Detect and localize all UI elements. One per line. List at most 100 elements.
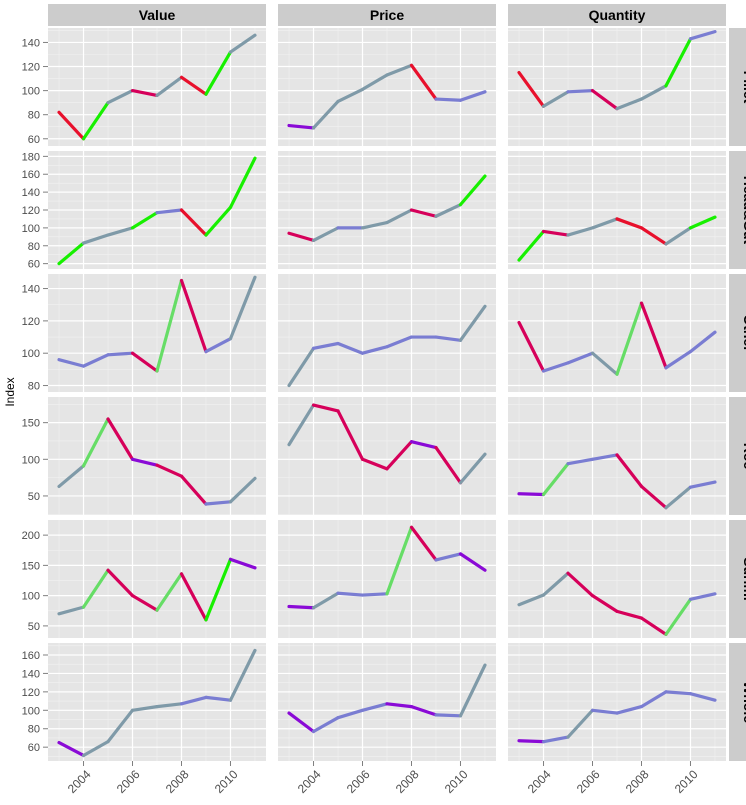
series-segment <box>228 33 257 54</box>
series-segment <box>385 440 414 471</box>
series-segment <box>639 84 668 101</box>
series-segment <box>590 351 619 376</box>
series-segment <box>106 226 135 237</box>
series-segment <box>287 123 316 130</box>
y-tick-label: 100 <box>22 86 40 98</box>
series-segment <box>615 217 644 230</box>
series-segment <box>639 301 668 370</box>
series-segment <box>81 568 110 609</box>
series-segment <box>566 226 595 237</box>
series-segment <box>434 552 463 562</box>
series-segment <box>57 464 86 489</box>
y-tick-label: 80 <box>28 241 40 253</box>
series-segment <box>517 320 546 373</box>
series-segment <box>179 208 208 237</box>
series-segment <box>179 695 208 706</box>
row-strip-fillet <box>729 28 746 146</box>
series-segment <box>81 740 110 758</box>
series-segment <box>336 87 365 104</box>
panel-roe-value <box>48 397 266 515</box>
series-segment <box>615 705 644 715</box>
series-segment <box>664 37 693 88</box>
series-segment <box>81 353 110 368</box>
series-segment <box>434 97 463 102</box>
series-segment <box>130 211 159 230</box>
panel-head-gut-value <box>48 151 266 269</box>
panel-whole-quantity <box>508 643 726 761</box>
series-segment <box>204 205 233 237</box>
series-segment <box>458 552 487 572</box>
x-tick-label: 2006 <box>114 767 143 796</box>
series-segment <box>179 75 208 96</box>
series-segment <box>228 557 257 570</box>
series-segment <box>458 304 487 342</box>
series-segment <box>204 557 233 622</box>
series-segment <box>106 568 135 598</box>
series-segment <box>336 708 365 720</box>
series-segment <box>311 99 340 130</box>
series-segment <box>639 690 668 709</box>
y-tick-label: 100 <box>22 705 40 717</box>
y-tick-label: 100 <box>22 454 40 466</box>
series-segment <box>615 97 644 111</box>
x-tick-label: 2006 <box>344 767 373 796</box>
series-segment <box>566 571 595 598</box>
series-segment <box>204 695 233 702</box>
x-tick-label: 2008 <box>163 767 192 796</box>
series-segment <box>664 690 693 696</box>
y-tick-label: 120 <box>22 316 40 328</box>
series-segment <box>336 341 365 355</box>
series-segment <box>409 440 438 450</box>
series-segment <box>360 592 389 597</box>
panel-surimi-quantity <box>508 520 726 638</box>
series-segment <box>566 708 595 739</box>
series-segment <box>287 711 316 734</box>
series-segment <box>664 485 693 510</box>
series-segment <box>385 335 414 349</box>
y-tick-label: 100 <box>22 348 40 360</box>
series-segment <box>590 708 619 715</box>
series-segment <box>590 89 619 111</box>
series-segment <box>458 90 487 102</box>
series-segment <box>311 341 340 350</box>
y-tick-label: 80 <box>28 724 40 736</box>
series-segment <box>615 301 644 376</box>
series-segment <box>336 409 365 461</box>
series-segment <box>688 215 717 230</box>
series-segment <box>81 101 110 141</box>
panel-fillet-quantity <box>508 28 726 146</box>
y-tick-label: 50 <box>28 491 40 503</box>
series-segment <box>155 278 184 373</box>
panel-whole-price <box>278 643 496 761</box>
series-segment <box>204 337 233 354</box>
y-tick-label: 120 <box>22 62 40 74</box>
series-segment <box>228 156 257 209</box>
series-segment <box>287 231 316 242</box>
series-segment <box>81 233 110 245</box>
series-segment <box>336 591 365 597</box>
panel-other-price <box>278 274 496 392</box>
y-tick-label: 140 <box>22 668 40 680</box>
y-tick-label: 60 <box>28 742 40 754</box>
series-segment <box>541 90 570 108</box>
series-segment <box>57 110 86 141</box>
x-tick-label: 2010 <box>212 767 241 796</box>
series-segment <box>228 476 257 504</box>
x-tick-label: 2010 <box>442 767 471 796</box>
y-tick-label: 80 <box>28 110 40 122</box>
y-tick-label: 150 <box>22 418 40 430</box>
column-strip-price <box>278 4 496 26</box>
series-segment <box>664 349 693 370</box>
series-segment <box>458 174 487 207</box>
series-segment <box>179 278 208 354</box>
series-segment <box>639 226 668 246</box>
series-segment <box>688 30 717 41</box>
column-strip-quantity <box>508 4 726 26</box>
row-strip-label-surimi: Surimi <box>741 557 746 601</box>
series-segment <box>517 229 546 262</box>
series-segment <box>385 63 414 77</box>
y-tick-label: 120 <box>22 205 40 217</box>
series-segment <box>590 453 619 461</box>
series-segment <box>541 229 570 237</box>
